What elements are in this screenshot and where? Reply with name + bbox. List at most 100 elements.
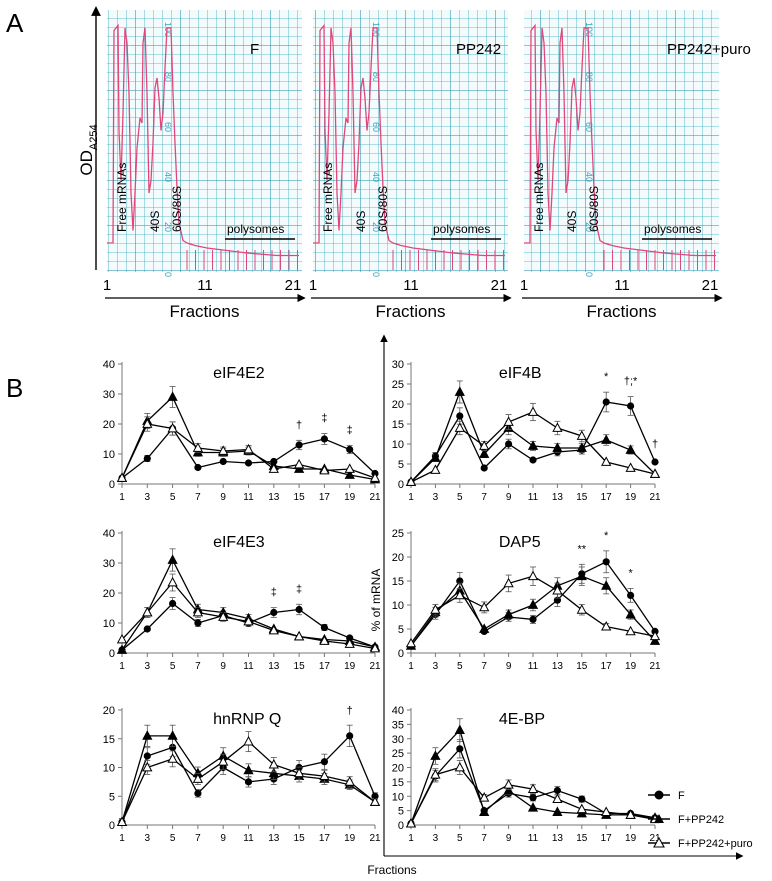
series-line — [121, 558, 376, 651]
data-point — [454, 761, 465, 772]
data-point — [167, 391, 178, 401]
fraction-tick-label: 21 — [285, 277, 302, 294]
x-tick-label: 13 — [268, 492, 280, 503]
data-point — [194, 789, 202, 797]
data-point — [218, 611, 229, 621]
data-point — [553, 786, 562, 795]
x-tick-label: 21 — [649, 492, 661, 503]
grid-scale-number: 0 — [584, 272, 594, 277]
x-tick-label: 1 — [408, 661, 414, 672]
condition-label: PP242 — [456, 41, 501, 58]
data-point — [651, 458, 659, 466]
data-point — [529, 794, 537, 802]
series-3 — [116, 731, 381, 827]
data-point — [552, 422, 563, 432]
data-point — [192, 773, 204, 783]
data-point — [480, 464, 488, 472]
x-tick-label: 3 — [433, 661, 439, 672]
x-tick-label: 19 — [625, 661, 637, 672]
x-tick-label: 5 — [170, 661, 176, 672]
data-point — [344, 463, 355, 473]
data-point — [405, 637, 417, 648]
data-point — [454, 589, 465, 600]
significance-mark: * — [604, 371, 609, 383]
x-tick-label: 15 — [294, 492, 306, 503]
chart-title: eIF4E2 — [213, 365, 265, 382]
data-point — [552, 584, 563, 595]
y-tick-label: 40 — [103, 528, 115, 540]
x-tick-label: 17 — [601, 661, 613, 672]
x-tick-label: 5 — [170, 492, 176, 503]
data-point — [243, 443, 254, 454]
significance-mark: * — [604, 530, 609, 542]
data-point — [576, 570, 587, 581]
data-point — [625, 625, 636, 636]
x-tick-label: 9 — [220, 492, 226, 503]
grid-scale-number: 40 — [163, 172, 173, 182]
data-point — [627, 591, 635, 600]
x-tick-label: 3 — [433, 833, 439, 844]
y-tick-label: 20 — [392, 552, 404, 564]
fraction-tick-label: 21 — [702, 277, 719, 294]
label-polysomes: polysomes — [644, 222, 701, 236]
panel-a-letter: A — [6, 8, 24, 38]
data-point — [527, 406, 539, 416]
label-40s: 40S — [565, 211, 579, 232]
chart-title: hnRNP Q — [213, 711, 281, 728]
data-point — [116, 472, 128, 482]
legend-label-f: F — [678, 790, 685, 802]
chart-grid-major — [107, 10, 302, 272]
series-1 — [118, 724, 379, 826]
panel-b-xlabel: Fractions — [367, 863, 416, 877]
series-3 — [116, 573, 381, 653]
x-tick-label: 9 — [506, 661, 512, 672]
data-point — [430, 769, 441, 779]
legend-item-f-pp242-puro: F+PP242+puro — [648, 836, 753, 850]
data-point — [430, 452, 441, 462]
y-tick-label: 10 — [103, 763, 115, 775]
data-point — [319, 464, 330, 475]
data-point — [167, 554, 178, 564]
data-point — [479, 601, 490, 612]
data-point — [649, 630, 661, 641]
y-tick-label: 20 — [103, 705, 115, 717]
x-tick-label: 11 — [243, 661, 254, 672]
x-tick-label: 7 — [195, 833, 201, 844]
data-point — [268, 463, 279, 473]
absorbance-trace — [313, 23, 505, 257]
legend-item-f-pp242: F+PP242 — [648, 814, 724, 826]
legend-label-f-pp242-puro: F+PP242+puro — [678, 838, 753, 850]
x-tick-label: 13 — [268, 833, 280, 844]
data-point — [218, 445, 229, 455]
x-tick-label: 9 — [506, 492, 512, 503]
od-label: OD — [77, 150, 96, 176]
data-point — [454, 422, 465, 432]
data-point — [369, 642, 381, 653]
data-point — [194, 463, 202, 472]
y-tick-label: 20 — [392, 399, 404, 411]
grid-scale-number: 100 — [163, 22, 173, 37]
y-tick-label: 10 — [392, 439, 404, 451]
x-tick-label: 5 — [457, 833, 463, 844]
data-point — [167, 422, 178, 433]
data-point — [244, 459, 253, 467]
data-point — [320, 435, 328, 443]
data-point — [649, 635, 661, 645]
x-tick-label: 5 — [457, 492, 463, 503]
chart-title: 4E-BP — [499, 711, 545, 728]
x-tick-label: 11 — [243, 833, 254, 844]
svg-text:ODA254: ODA254 — [77, 124, 100, 175]
data-point — [344, 638, 355, 648]
data-point — [243, 735, 254, 746]
data-point — [601, 620, 612, 631]
data-point — [293, 630, 305, 641]
data-point — [405, 817, 417, 828]
y-tick-label: 30 — [103, 558, 115, 570]
data-point — [479, 806, 490, 816]
x-tick-label: 17 — [601, 833, 613, 844]
data-point — [116, 644, 128, 654]
x-tick-label: 17 — [601, 492, 613, 503]
data-point — [295, 605, 303, 614]
